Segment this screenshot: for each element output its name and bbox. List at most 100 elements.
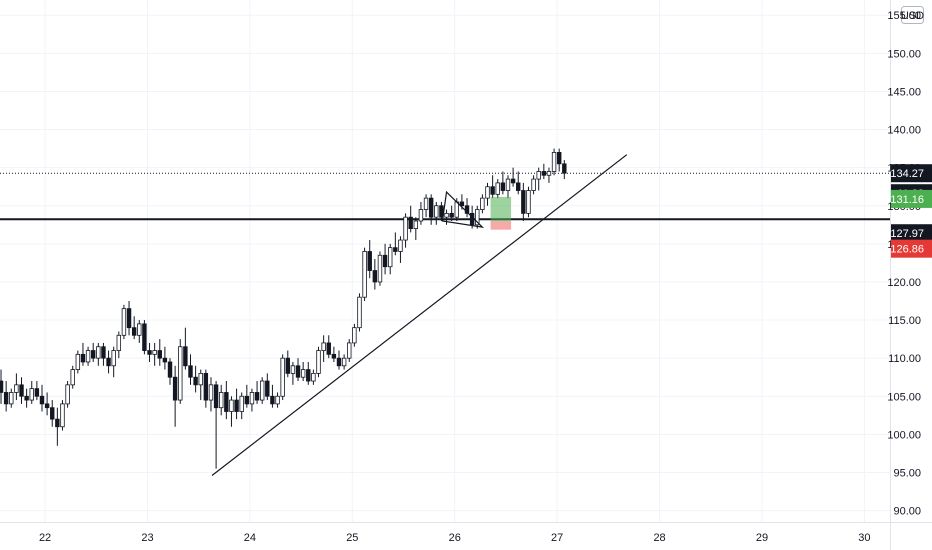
candle-body <box>357 296 362 329</box>
x-tick-label: 22 <box>39 532 51 544</box>
triangle-pattern[interactable] <box>441 190 485 228</box>
candle-body <box>485 186 490 199</box>
y-tick-label: 155.00 <box>887 10 921 22</box>
position-stop-zone[interactable] <box>490 221 512 230</box>
take-profit-tag-bg <box>891 189 932 208</box>
candle-body <box>126 308 132 329</box>
candle-body <box>398 239 403 252</box>
entry-price-tag-bg <box>891 224 932 243</box>
candle-body <box>423 197 429 210</box>
y-tick-label: 145.00 <box>887 86 921 98</box>
candle-body <box>387 247 393 268</box>
position-target-zone[interactable] <box>490 196 512 222</box>
candle-body <box>505 178 511 191</box>
candle-body <box>0 380 4 393</box>
x-tick-label: 26 <box>449 532 461 544</box>
x-tick-label: 30 <box>858 532 870 544</box>
candle-body <box>80 353 86 363</box>
trendline[interactable] <box>211 154 628 476</box>
candle-body <box>372 270 378 283</box>
candle-body <box>224 392 229 412</box>
candle-body <box>198 373 203 386</box>
candle-body <box>90 350 96 359</box>
candle-body <box>434 205 439 218</box>
candle-body <box>510 178 516 184</box>
candle-body <box>408 216 413 230</box>
candle-body <box>121 308 127 336</box>
candle-body <box>213 384 219 409</box>
y-tick-label: 120.00 <box>887 277 921 289</box>
candle-body <box>326 342 331 355</box>
candle-body <box>85 350 91 363</box>
x-tick-label: 24 <box>244 532 256 544</box>
candle-body <box>295 365 301 378</box>
candle-body <box>147 350 152 355</box>
candle-body <box>490 186 495 195</box>
y-tick-label: 150.00 <box>887 48 921 60</box>
candle-body <box>495 182 500 195</box>
candle-body <box>556 152 562 165</box>
y-tick-label: 105.00 <box>887 391 921 403</box>
candle-body <box>106 357 111 367</box>
y-tick-label: 115.00 <box>888 315 921 327</box>
candle-body <box>541 171 547 176</box>
candle-body <box>531 178 536 191</box>
candle-body <box>316 350 321 374</box>
candle-body <box>475 209 480 226</box>
candle-body <box>55 418 60 428</box>
candle-body <box>562 163 567 174</box>
candle-body <box>275 395 280 405</box>
currency-box[interactable] <box>901 6 924 24</box>
candle-body <box>367 251 372 271</box>
x-tick-label: 27 <box>551 532 563 544</box>
candle-body <box>39 395 45 405</box>
currency-label: USD <box>901 10 924 22</box>
y-tick-label: 140.00 <box>887 125 921 137</box>
stop-price-tag: 126.86 <box>890 244 924 256</box>
x-tick-label: 25 <box>346 532 358 544</box>
last-price-tag: 134.27 <box>890 168 924 180</box>
candle-body <box>270 395 275 405</box>
candle-body <box>219 392 224 409</box>
candle-body <box>193 376 198 386</box>
candle-body <box>208 384 214 401</box>
candle-body <box>265 380 270 397</box>
candle-body <box>382 254 388 268</box>
entry-price-tag: 127.97 <box>890 228 924 240</box>
candle-body <box>428 197 434 218</box>
candle-body <box>162 357 168 363</box>
candle-body <box>29 388 34 401</box>
candle-body <box>300 369 306 378</box>
candle-body <box>19 384 24 397</box>
candle-body <box>137 323 142 336</box>
candle-body <box>234 399 239 412</box>
y-tick-label: 110.00 <box>888 353 921 365</box>
candle-body <box>60 403 65 428</box>
candle-body <box>418 209 424 222</box>
candle-body <box>393 247 398 252</box>
candle-body <box>254 392 260 401</box>
candle-body <box>239 395 244 412</box>
candle-body <box>34 388 40 397</box>
last-price-tag-bg <box>891 164 932 183</box>
candle-body <box>336 357 342 367</box>
candle-body <box>285 357 291 374</box>
candle-body <box>188 365 193 378</box>
candle-body <box>341 357 347 367</box>
candle-body <box>50 407 55 420</box>
candle-body <box>306 369 311 382</box>
candle-body <box>9 392 14 405</box>
candle-body <box>75 353 81 370</box>
candle-body <box>65 384 70 405</box>
candle-body <box>14 384 19 393</box>
candle-body <box>172 376 178 401</box>
candle-body <box>500 182 506 191</box>
candle-body <box>101 346 106 359</box>
candle-body <box>536 171 541 180</box>
candle-body <box>413 220 419 230</box>
candle-body <box>249 392 255 405</box>
candle-body <box>3 392 9 405</box>
candle-body <box>244 395 250 405</box>
